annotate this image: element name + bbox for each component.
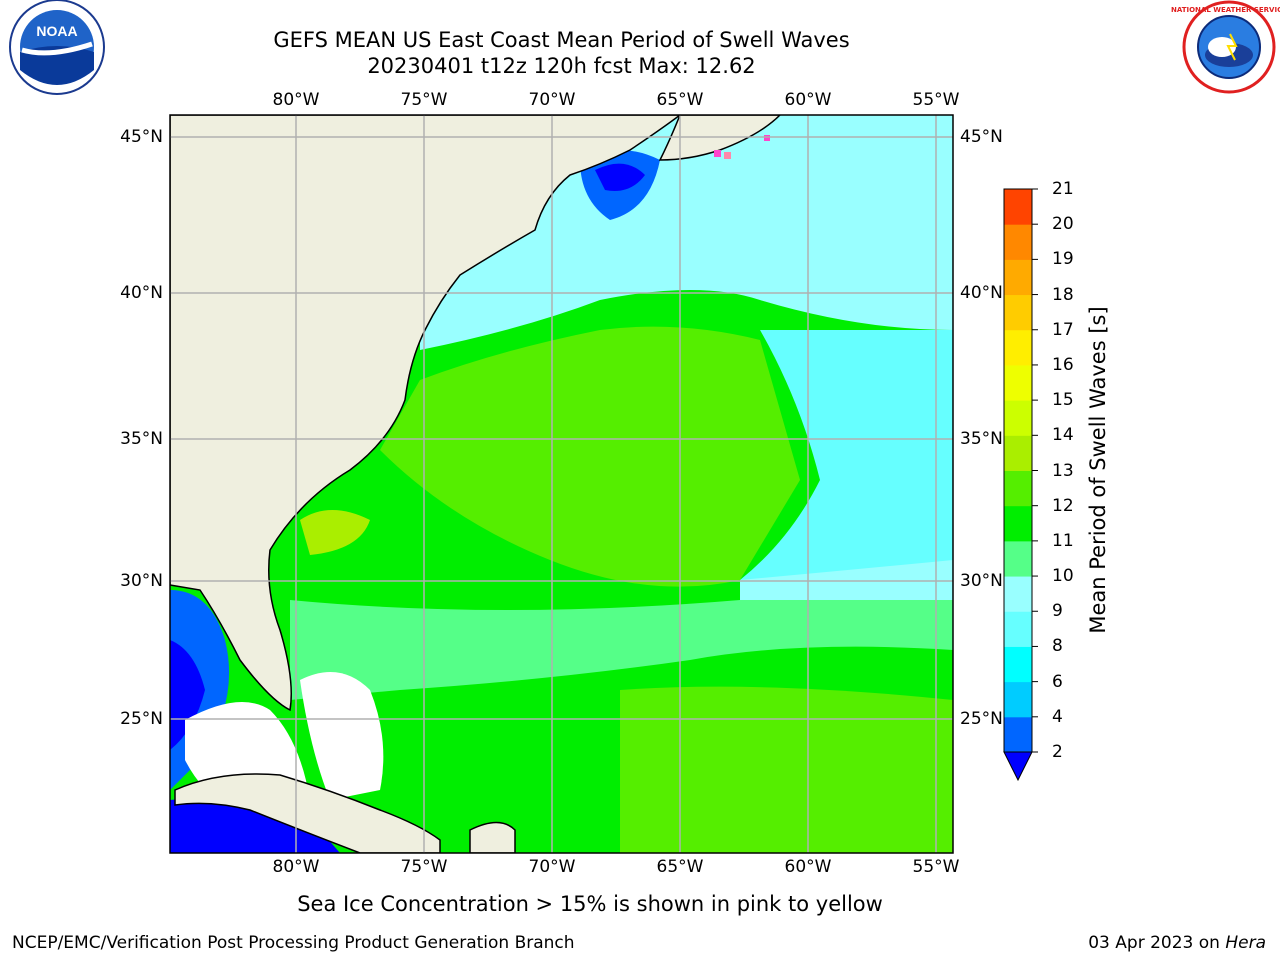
lat-label-right: 30°N [960, 571, 1003, 591]
lon-label-top: 65°W [656, 90, 704, 110]
colorbar-tick-label: 18 [1052, 284, 1074, 305]
lat-label-right: 45°N [960, 127, 1003, 147]
colorbar-tick-label: 14 [1052, 425, 1074, 446]
lon-label-top: 55°W [912, 90, 960, 110]
colorbar-segment [1004, 224, 1032, 260]
swell-contour [300, 510, 370, 555]
land-north-america [170, 115, 682, 712]
lon-label-top: 75°W [400, 90, 448, 110]
lat-label-left: 35°N [120, 429, 163, 449]
colorbar-segment [1004, 540, 1032, 577]
colorbar-tick-label: 16 [1052, 354, 1074, 375]
land-hispaniola [469, 821, 516, 853]
map-title: GEFS MEAN US East Coast Mean Period of S… [273, 28, 850, 52]
svg-text:NATIONAL WEATHER SERVICE: NATIONAL WEATHER SERVICE [1171, 6, 1280, 14]
colorbar-segment [1004, 505, 1032, 542]
map-gridlines [170, 115, 953, 853]
lat-label-left: 30°N [120, 571, 163, 591]
colorbar-tick-label: 9 [1052, 601, 1063, 622]
lat-label-left: 25°N [120, 709, 163, 729]
lon-label-top: 70°W [528, 90, 576, 110]
colorbar-segment [1004, 294, 1032, 331]
footer-machine: Hera [1225, 933, 1266, 953]
colorbar-tick-label: 6 [1052, 671, 1063, 692]
footer-credit: NCEP/EMC/Verification Post Processing Pr… [12, 933, 575, 953]
lon-label-bottom: 70°W [528, 857, 576, 877]
lon-label-top: 80°W [272, 90, 320, 110]
colorbar-segment [1004, 576, 1032, 612]
colorbar-segment [1004, 611, 1032, 647]
lat-label-right: 35°N [960, 429, 1003, 449]
lat-label-right: 40°N [960, 283, 1003, 303]
colorbar-tick-label: 8 [1052, 636, 1063, 657]
colorbar-segment [1004, 435, 1032, 471]
colorbar-segment [1004, 364, 1032, 401]
lat-label-left: 40°N [120, 283, 163, 303]
lat-label-right: 25°N [960, 709, 1003, 729]
noaa-logo-text: NOAA [36, 23, 77, 39]
colorbar-under-extension [1003, 751, 1033, 782]
nws-logo: NATIONAL WEATHER SERVICE [1171, 0, 1280, 94]
swell-contour [170, 798, 340, 853]
sea-ice-note: Sea Ice Concentration > 15% is shown in … [297, 892, 883, 916]
swell-contour [170, 640, 205, 750]
map-subtitle: 20230401 t12z 120h fcst Max: 12.62 [367, 54, 756, 78]
colorbar-tick-label: 2 [1052, 742, 1063, 762]
colorbar-segment [1004, 716, 1032, 753]
footer-date: 03 Apr 2023 on Hera [1088, 933, 1266, 953]
lon-label-bottom: 75°W [400, 857, 448, 877]
colorbar-tick-label: 12 [1052, 495, 1074, 516]
swell-contour [595, 163, 645, 191]
colorbar-segment [1004, 329, 1032, 366]
colorbar [1003, 188, 1038, 782]
map-area [170, 115, 953, 853]
colorbar-tick-label: 4 [1052, 706, 1063, 727]
colorbar-tick-label: 20 [1052, 214, 1074, 235]
missing-data-region [300, 672, 384, 800]
noaa-logo: NOAA [9, 0, 105, 95]
colorbar-tick-label: 11 [1052, 530, 1074, 551]
colorbar-tick-label: 13 [1052, 460, 1074, 481]
colorbar-segment [1004, 259, 1032, 296]
swell-contour [290, 600, 953, 700]
colorbar-segment [1004, 646, 1032, 683]
sea-ice-cell [764, 135, 770, 141]
colorbar-segment [1004, 681, 1032, 718]
swell-contour [380, 326, 800, 587]
colorbar-tick-label: 10 [1052, 566, 1074, 587]
sea-ice-cell [724, 152, 731, 159]
colorbar-tick-label: 17 [1052, 319, 1074, 340]
lat-label-left: 45°N [120, 127, 163, 147]
lon-label-top: 60°W [784, 90, 832, 110]
swell-contour [620, 686, 953, 853]
colorbar-segment [1004, 470, 1032, 507]
colorbar-tick-label: 15 [1052, 390, 1074, 411]
colorbar-segment [1004, 189, 1032, 225]
colorbar-tick-label: 21 [1052, 179, 1074, 199]
footer-date-text: 03 Apr 2023 on [1088, 933, 1226, 953]
colorbar-segment [1004, 400, 1032, 436]
swell-contour [740, 560, 953, 600]
lon-label-bottom: 60°W [784, 857, 832, 877]
colorbar-title: Mean Period of Swell Waves [s] [1086, 306, 1110, 634]
lon-label-bottom: 55°W [912, 857, 960, 877]
colorbar-tick-label: 19 [1052, 249, 1074, 270]
lon-label-bottom: 80°W [272, 857, 320, 877]
swell-contour [740, 330, 953, 580]
lon-label-bottom: 65°W [656, 857, 704, 877]
land-cuba [174, 773, 441, 853]
sea-ice-cell [714, 150, 721, 157]
map-frame [169, 114, 954, 854]
